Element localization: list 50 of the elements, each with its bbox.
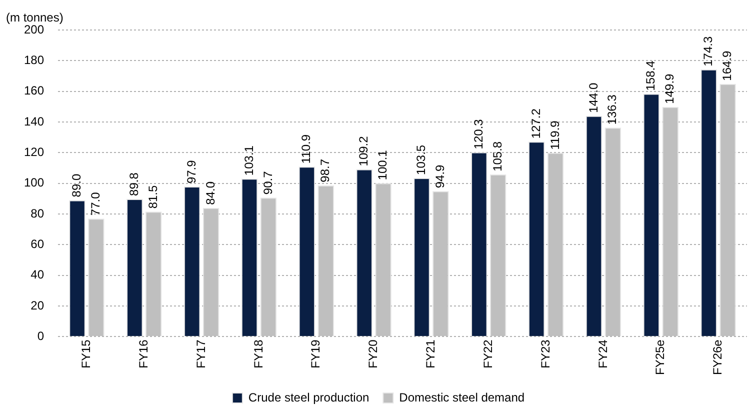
legend-label: Crude steel production	[248, 390, 370, 404]
data-label: 158.4	[644, 60, 658, 91]
data-label: 97.9	[184, 160, 198, 184]
data-label: 89.0	[70, 174, 84, 198]
data-label: 119.9	[548, 120, 562, 150]
y-tick-label: 120	[24, 144, 44, 159]
x-tick-label: FY25e	[653, 339, 668, 376]
x-tick-label: FY19	[308, 339, 323, 368]
data-label: 120.3	[471, 118, 486, 150]
data-label: 77.0	[88, 192, 103, 216]
data-label: 127.2	[528, 108, 543, 139]
y-tick-label: 200	[24, 22, 44, 36]
data-label: 105.8	[490, 141, 504, 172]
x-tick-label: FY18	[251, 339, 266, 368]
data-label: 164.9	[720, 50, 734, 81]
data-label: 149.9	[662, 73, 677, 104]
data-label: 81.5	[146, 185, 160, 209]
data-label: 174.3	[701, 36, 716, 66]
x-tick-label: FY20	[366, 339, 380, 368]
y-tick-label: 140	[24, 114, 44, 128]
x-tick-label: FY26e	[710, 339, 725, 376]
x-tick-label: FY16	[136, 339, 150, 368]
legend-label: Domestic steel demand	[399, 390, 525, 404]
y-tick-label: 100	[24, 176, 44, 190]
data-label: 144.0	[586, 82, 600, 113]
y-tick-label: 180	[24, 52, 44, 67]
y-tick-label: 40	[30, 268, 44, 282]
data-label: 100.1	[376, 150, 390, 180]
x-tick-label: FY21	[424, 339, 438, 368]
y-tick-label: 60	[30, 236, 44, 251]
y-tick-label: 20	[30, 298, 44, 312]
y-tick-label: 80	[30, 206, 44, 220]
data-label: 90.7	[260, 170, 275, 195]
data-label: 84.0	[203, 181, 218, 205]
data-label: 110.9	[299, 134, 314, 164]
x-tick-label: FY24	[596, 339, 610, 368]
x-tick-label: FY23	[538, 339, 552, 368]
x-tick-label: FY15	[79, 339, 94, 368]
x-tick-label: FY22	[480, 339, 495, 368]
y-axis-title: (m tonnes)	[6, 10, 64, 24]
data-label: 103.5	[414, 144, 428, 175]
data-label: 98.7	[318, 158, 332, 182]
data-label: 94.9	[433, 164, 448, 188]
y-tick-label: 160	[24, 84, 44, 98]
data-label: 89.8	[126, 172, 141, 196]
x-tick-label: FY17	[194, 339, 208, 368]
data-label: 109.2	[356, 136, 371, 166]
data-label: 136.3	[605, 94, 620, 125]
y-tick-label: 0	[37, 328, 44, 343]
data-label: 103.1	[242, 145, 256, 176]
